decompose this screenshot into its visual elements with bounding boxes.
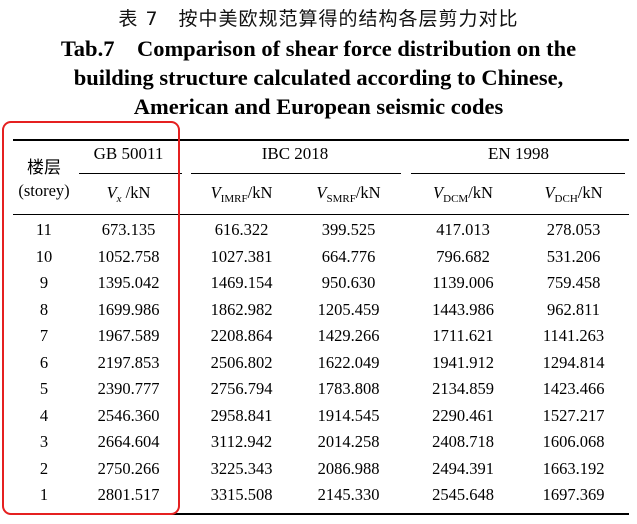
group-rule-ibc (191, 173, 401, 174)
cell-gb-vx: 1052.758 (97, 246, 160, 266)
cell-en-dch: 1294.814 (542, 352, 605, 372)
cell-storey: 4 (39, 405, 49, 425)
cell-gb-vx: 2801.517 (97, 485, 160, 504)
cell-ibc-imrf: 3112.942 (210, 432, 273, 451)
cell-ibc-smrf: 399.525 (321, 220, 376, 239)
top-rule (13, 139, 629, 141)
bottom-rule (13, 513, 629, 515)
cell-gb-vx: 2546.360 (97, 405, 160, 425)
cell-en-dch: 962.811 (546, 299, 600, 319)
cell-storey: 11 (36, 220, 52, 239)
cell-ibc-smrf: 664.776 (321, 246, 376, 266)
cell-storey: 10 (35, 246, 53, 266)
cell-gb-vx: 1699.986 (97, 299, 160, 319)
group-header-ibc: IBC 2018 (261, 144, 329, 163)
cell-storey: 5 (39, 379, 49, 398)
cell-storey: 8 (39, 299, 49, 319)
cell-en-dch: 1697.369 (542, 485, 605, 504)
cell-ibc-smrf: 2145.330 (317, 485, 380, 504)
storey-header-en: (storey) (18, 181, 70, 200)
column-header-dch: VDCH/kN (544, 183, 603, 205)
caption-line: American and European seismic codes (133, 94, 504, 119)
cell-ibc-imrf: 1862.982 (210, 299, 273, 319)
cell-en-dch: 1141.263 (542, 326, 605, 345)
table-caption-english: Tab.7 Comparison of shear force distribu… (0, 34, 637, 121)
cell-storey: 9 (39, 273, 49, 292)
cell-storey: 6 (39, 352, 49, 372)
cell-ibc-imrf: 2208.864 (210, 326, 273, 345)
cell-gb-vx: 2750.266 (97, 458, 160, 478)
cell-en-dch: 1663.192 (542, 458, 605, 478)
gb-column-highlight-box (2, 121, 180, 515)
cell-ibc-imrf: 2958.841 (210, 405, 273, 425)
group-rule-en (411, 173, 625, 174)
cell-en-dcm: 2494.391 (432, 458, 494, 478)
cell-gb-vx: 1395.042 (97, 273, 160, 292)
cell-ibc-imrf: 616.322 (214, 220, 269, 239)
cell-en-dch: 278.053 (546, 220, 601, 239)
cell-gb-vx: 1967.589 (97, 326, 160, 345)
caption-line: Tab.7 Comparison of shear force distribu… (60, 36, 577, 61)
cell-en-dcm: 2545.648 (432, 485, 494, 504)
cell-en-dch: 1423.466 (542, 379, 605, 398)
cell-storey: 2 (39, 458, 49, 478)
column-header-vx: Vx /kN (106, 183, 151, 205)
cell-en-dcm: 1711.621 (432, 326, 494, 345)
caption-line: building structure calculated according … (73, 65, 564, 90)
cell-en-dch: 531.206 (546, 246, 601, 266)
column-header-imrf: VIMRF/kN (210, 183, 273, 205)
cell-ibc-imrf: 3225.343 (210, 458, 273, 478)
cell-ibc-imrf: 1469.154 (210, 273, 273, 292)
cell-en-dch: 1606.068 (542, 432, 605, 451)
cell-ibc-smrf: 1783.808 (317, 379, 380, 398)
cell-en-dcm: 2134.859 (432, 379, 494, 398)
group-header-gb: GB 50011 (93, 144, 164, 163)
cell-storey: 7 (39, 326, 49, 345)
cell-gb-vx: 673.135 (101, 220, 156, 239)
group-rule-gb (79, 173, 182, 174)
table-caption-chinese: 表 7 按中美欧规范算得的结构各层剪力对比 (118, 8, 519, 30)
cell-gb-vx: 2664.604 (97, 432, 160, 451)
cell-ibc-smrf: 2014.258 (317, 432, 380, 451)
cell-en-dch: 759.458 (546, 273, 601, 292)
cell-en-dch: 1527.217 (542, 405, 605, 425)
cell-ibc-imrf: 2756.794 (210, 379, 273, 398)
storey-header-cn: 楼层 (27, 158, 61, 177)
column-header-smrf: VSMRF/kN (316, 183, 381, 205)
cell-gb-vx: 2197.853 (97, 352, 160, 372)
cell-storey: 1 (39, 485, 49, 504)
header-rule (13, 214, 629, 215)
cell-ibc-imrf: 3315.508 (210, 485, 273, 504)
cell-ibc-smrf: 1914.545 (317, 405, 380, 425)
cell-en-dcm: 1443.986 (432, 299, 494, 319)
cell-ibc-smrf: 2086.988 (317, 458, 380, 478)
cell-en-dcm: 796.682 (436, 246, 490, 266)
cell-en-dcm: 417.013 (436, 220, 490, 239)
cell-en-dcm: 2408.718 (432, 432, 494, 451)
column-header-dcm: VDCM/kN (433, 183, 493, 205)
cell-gb-vx: 2390.777 (97, 379, 160, 398)
cell-storey: 3 (39, 432, 49, 451)
cell-en-dcm: 2290.461 (432, 405, 494, 425)
cell-en-dcm: 1941.912 (432, 352, 494, 372)
cell-ibc-smrf: 1205.459 (317, 299, 380, 319)
cell-ibc-smrf: 950.630 (321, 273, 376, 292)
cell-en-dcm: 1139.006 (432, 273, 494, 292)
group-header-en: EN 1998 (488, 144, 549, 163)
cell-ibc-imrf: 2506.802 (210, 352, 273, 372)
cell-ibc-smrf: 1429.266 (317, 326, 380, 345)
cell-ibc-smrf: 1622.049 (317, 352, 380, 372)
cell-ibc-imrf: 1027.381 (210, 246, 273, 266)
